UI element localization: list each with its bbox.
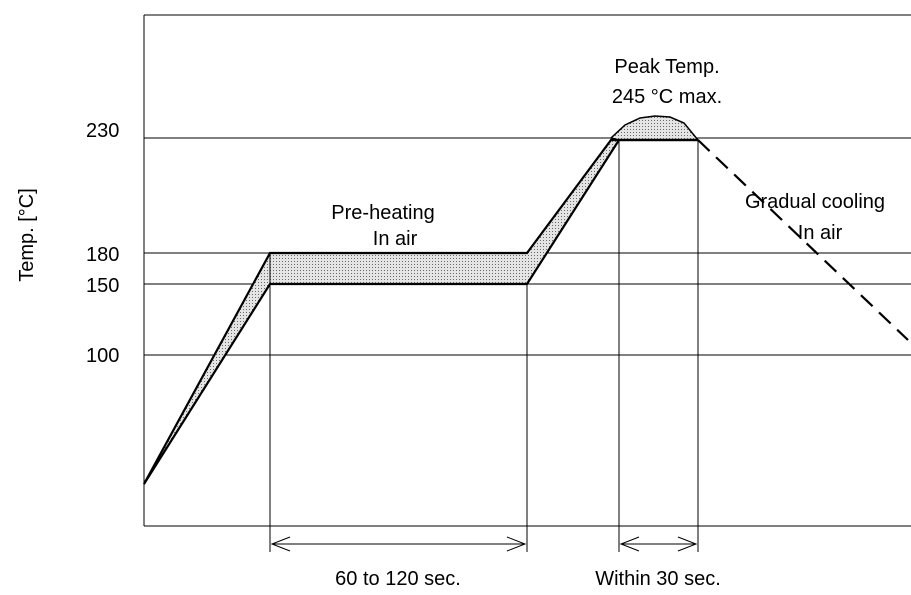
y-tick-label: 180 bbox=[86, 244, 119, 266]
duration-label-preheat: 60 to 120 sec. bbox=[335, 568, 461, 590]
profile-lower-line bbox=[143, 138, 698, 485]
duration-arrow-preheat bbox=[270, 536, 527, 552]
duration-arrow-peak bbox=[619, 536, 698, 552]
preheat-label: Pre-heating bbox=[331, 202, 434, 224]
cooling-label: Gradual cooling bbox=[745, 191, 885, 213]
peak-dome bbox=[609, 115, 700, 141]
profile-upper-line bbox=[143, 138, 698, 485]
preheat-sublabel: In air bbox=[373, 228, 418, 250]
duration-label-peak: Within 30 sec. bbox=[595, 568, 721, 590]
peak-sublabel: 245 °C max. bbox=[612, 86, 722, 108]
y-axis-label: Temp. [°C] bbox=[16, 188, 38, 282]
y-tick-label: 150 bbox=[86, 275, 119, 297]
y-tick-label: 230 bbox=[86, 120, 119, 142]
y-tick-label: 100 bbox=[86, 345, 119, 367]
peak-label: Peak Temp. bbox=[614, 56, 719, 78]
tolerance-band bbox=[144, 140, 698, 484]
cooling-sublabel: In air bbox=[798, 222, 843, 244]
